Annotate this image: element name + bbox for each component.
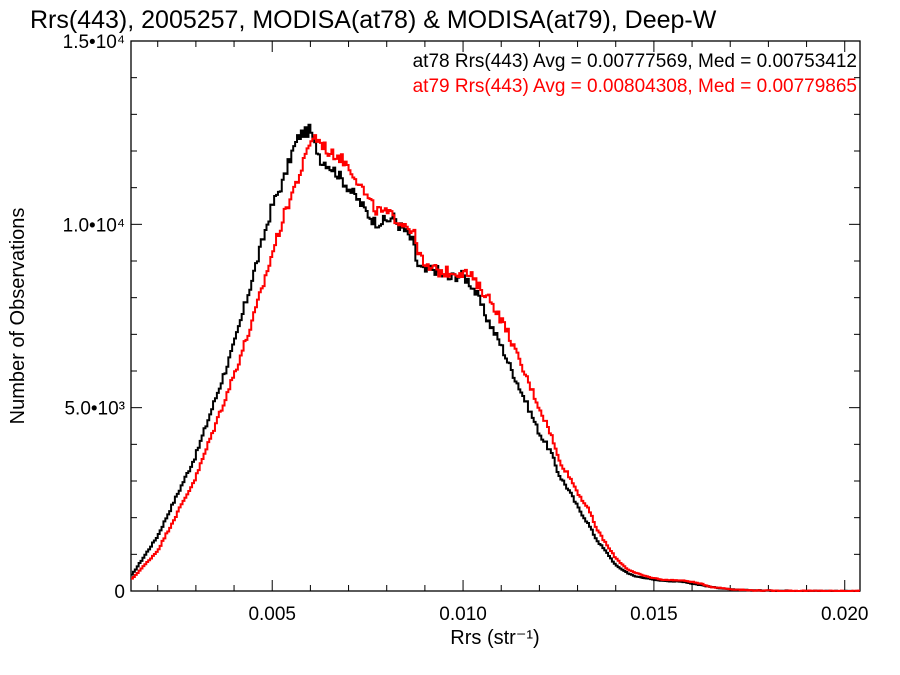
x-tick-label: 0.010 (439, 604, 487, 625)
series-1-line (131, 134, 860, 592)
annotations: at78 Rrs(443) Avg = 0.00777569, Med = 0.… (413, 51, 857, 97)
series-layer (131, 123, 860, 592)
x-tick-label: 0.005 (248, 604, 296, 625)
plot-frame (130, 40, 861, 592)
y-axis-label: Number of Observations (7, 208, 29, 425)
chart-title: Rrs(443), 2005257, MODISA(at78) & MODISA… (30, 6, 717, 34)
x-axis-label: Rrs (str⁻¹) (450, 627, 539, 649)
axis-ticks (131, 40, 860, 592)
annotation-at78: at78 Rrs(443) Avg = 0.00777569, Med = 0.… (413, 51, 857, 72)
y-tick-label: 5.0•10³ (64, 399, 125, 420)
annotation-at79: at79 Rrs(443) Avg = 0.00804308, Med = 0.… (413, 76, 857, 97)
x-tick-label: 0.020 (821, 604, 869, 625)
y-tick-label: 1.0•10⁴ (63, 215, 125, 236)
y-tick-label: 0 (114, 582, 125, 603)
tick-labels: 0.005 0.010 0.015 0.020 0 5.0•10³ 1.0•10⁴ 1.5•1… (63, 32, 869, 625)
x-tick-label: 0.015 (630, 604, 678, 625)
y-tick-label: 1.5•10⁴ (63, 32, 125, 53)
